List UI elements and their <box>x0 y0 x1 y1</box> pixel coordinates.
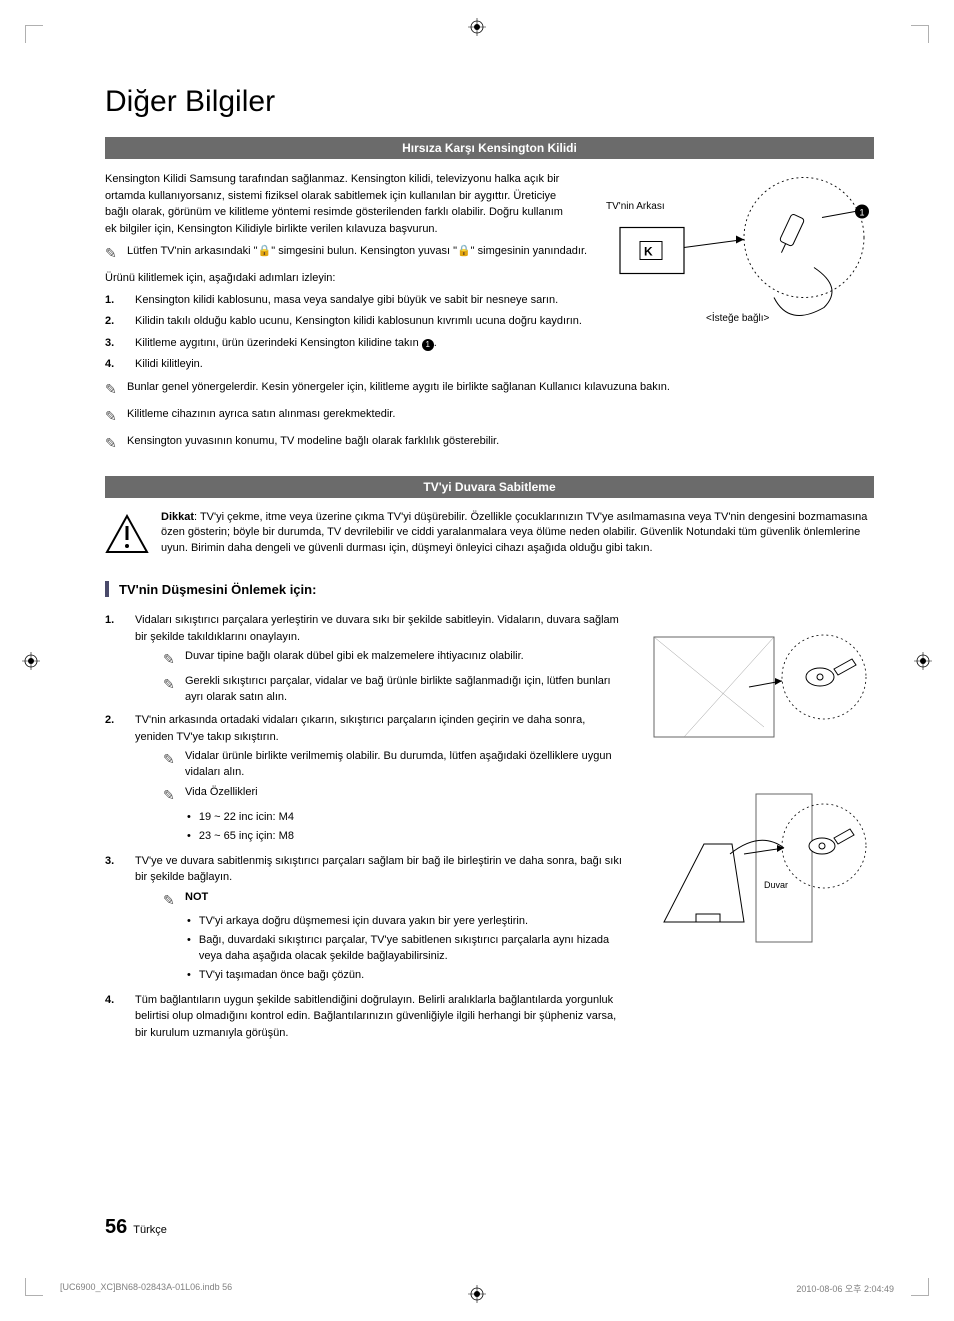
not-bullet-1: TV'yi arkaya doğru düşmemesi için duvara… <box>187 914 624 930</box>
wall-tv-illustration: Duvar <box>644 789 874 949</box>
note-icon: ✎ <box>163 890 179 910</box>
subheading-row: TV'nin Düşmesini Önlemek için: <box>105 581 874 597</box>
crop-mark <box>25 25 43 43</box>
subheading-prevent-fall: TV'nin Düşmesini Önlemek için: <box>119 582 316 597</box>
wall-step-3: 3. TV'ye ve duvara sabitlenmiş sıkıştırı… <box>105 853 624 987</box>
wall-mount-steps: 1. Vidaları sıkıştırıcı parçalara yerleş… <box>105 612 624 1041</box>
note-icon: ✎ <box>163 674 179 706</box>
caution-block: Dikkat: TV'yi çekme, itme veya üzerine ç… <box>105 510 874 558</box>
note-general: ✎ Bunlar genel yönergelerdir. Kesin yöne… <box>105 379 874 400</box>
page-title: Diğer Bilgiler <box>105 85 874 119</box>
wall-step-2: 2. TV'nin arkasında ortadaki vidaları çı… <box>105 712 624 847</box>
page-footer: 56 Türkçe <box>105 1216 167 1239</box>
note-text: Lütfen TV'nin arkasındaki "🔒" simgesini … <box>127 243 587 264</box>
section-heading-kensington: Hırsıza Karşı Kensington Kilidi <box>105 137 874 159</box>
wall-label: Duvar <box>764 880 788 890</box>
note-icon: ✎ <box>105 433 121 454</box>
print-timestamp: 2010-08-06 오후 2:04:49 <box>796 1282 894 1295</box>
page-language: Türkçe <box>133 1224 167 1236</box>
diagram-tv-back-label: TV'nin Arkası <box>606 201 665 212</box>
note-icon: ✎ <box>105 243 121 264</box>
wall-bracket-illustration <box>644 607 874 767</box>
registration-mark <box>22 652 40 670</box>
note-icon: ✎ <box>163 785 179 805</box>
kensington-intro: Kensington Kilidi Samsung tarafından sağ… <box>105 171 565 237</box>
not-bullet-3: TV'yi taşımadan önce bağı çözün. <box>187 968 624 984</box>
not-bullet-2: Bağı, duvardaki sıkıştırıcı parçalar, TV… <box>187 933 624 965</box>
note-purchase: ✎ Kilitleme cihazının ayrıca satın alınm… <box>105 406 874 427</box>
crop-mark <box>911 1278 929 1296</box>
wall-step-1: 1. Vidaları sıkıştırıcı parçalara yerleş… <box>105 612 624 707</box>
registration-mark <box>468 18 486 36</box>
wall-step-4: 4. Tüm bağlantıların uygun şekilde sabit… <box>105 992 624 1042</box>
note-location: ✎ Kensington yuvasının konumu, TV modeli… <box>105 433 874 454</box>
kensington-diagram: TV'nin Arkası K 1 <İsteğe bağlı> <box>614 165 874 330</box>
screw-spec-2: 23 ~ 65 inç için: M8 <box>187 829 624 845</box>
svg-text:K: K <box>644 245 653 259</box>
step-3: 3.Kilitleme aygıtını, ürün üzerindeki Ke… <box>105 335 874 352</box>
diagram-optional-label: <İsteğe bağlı> <box>706 313 769 324</box>
screw-spec-1: 19 ~ 22 inc icin: M4 <box>187 810 624 826</box>
note-icon: ✎ <box>163 649 179 669</box>
print-footer: [UC6900_XC]BN68-02843A-01L06.indb 56 201… <box>60 1282 894 1295</box>
subheading-accent <box>105 581 109 597</box>
crop-mark <box>25 1278 43 1296</box>
crop-mark <box>911 25 929 43</box>
caution-text: Dikkat: TV'yi çekme, itme veya üzerine ç… <box>161 510 874 558</box>
print-filename: [UC6900_XC]BN68-02843A-01L06.indb 56 <box>60 1282 232 1295</box>
note-icon: ✎ <box>105 406 121 427</box>
section-heading-wall-mount: TV'yi Duvara Sabitleme <box>105 476 874 498</box>
note-icon: ✎ <box>163 749 179 781</box>
circle-1-icon: 1 <box>422 339 434 351</box>
step-4: 4.Kilidi kilitleyin. <box>105 356 874 373</box>
note-icon: ✎ <box>105 379 121 400</box>
note-text: Kensington yuvasının konumu, TV modeline… <box>127 433 499 454</box>
registration-mark <box>914 652 932 670</box>
caution-icon <box>105 514 149 554</box>
note-text: Kilitleme cihazının ayrıca satın alınmas… <box>127 406 395 427</box>
page-number: 56 <box>105 1216 127 1239</box>
svg-text:1: 1 <box>859 208 864 218</box>
note-text: Bunlar genel yönergelerdir. Kesin yönerg… <box>127 379 670 400</box>
